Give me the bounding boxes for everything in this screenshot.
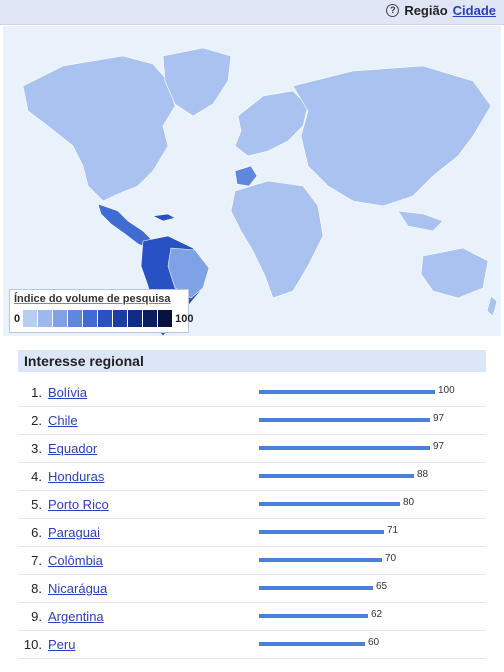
legend-swatch [68,310,83,327]
legend-swatch [23,310,38,327]
regional-interest-list: 1. Bolívia 100 2. Chile 97 3. Equador 97 4. Hondur… [18,379,486,659]
region-link[interactable]: Bolívia [48,385,88,400]
australia-shape[interactable] [420,247,489,299]
interest-value: 62 [371,609,383,620]
list-item: 9. Argentina 62 [18,603,486,631]
section-title: Interesse regional [18,350,486,372]
legend-min-label: 0 [14,312,21,325]
africa-shape[interactable] [230,180,324,299]
legend-swatch [83,310,98,327]
interest-value: 60 [368,637,380,648]
interest-value: 80 [403,497,415,508]
legend-scale: 0 100 [14,310,193,327]
list-item: 4. Honduras 88 [18,463,486,491]
greenland-shape[interactable] [162,47,232,117]
interest-value: 70 [385,553,397,564]
region-link[interactable]: Chile [48,413,78,428]
region-link[interactable]: Porto Rico [48,497,109,512]
rank-number: 5. [31,497,42,512]
interest-bar [259,502,400,506]
europe-shape[interactable] [234,90,309,157]
list-item: 2. Chile 97 [18,407,486,435]
list-item: 1. Bolívia 100 [18,379,486,407]
region-link[interactable]: Nicarágua [48,581,108,596]
rank-number: 3. [31,441,42,456]
city-link[interactable]: Cidade [452,3,496,18]
caribbean-shape[interactable] [151,213,176,222]
interest-value: 97 [433,441,445,452]
legend-swatch [158,310,173,327]
interest-value: 97 [433,413,445,424]
interest-bar [259,642,365,646]
interest-bar [259,474,414,478]
legend-swatch [143,310,158,327]
brazil-shape[interactable] [167,247,210,299]
north-america-shape[interactable] [22,55,176,202]
view-switcher: ? Região Cidade [386,3,496,18]
new-zealand-shape[interactable] [486,295,498,317]
interest-bar [259,558,382,562]
legend-max-label: 100 [175,312,194,325]
rank-number: 2. [31,413,42,428]
legend-swatch [113,310,128,327]
list-item: 8. Nicarágua 65 [18,575,486,603]
list-item: 10. Peru 60 [18,631,486,659]
asia-shape[interactable] [292,65,492,207]
interest-value: 88 [417,469,429,480]
list-item: 3. Equador 97 [18,435,486,463]
top-toolbar: ? Região Cidade [0,0,504,25]
region-link[interactable]: Honduras [48,469,105,484]
region-link[interactable]: Peru [48,637,76,652]
interest-bar [259,446,430,450]
iberia-shape[interactable] [234,165,258,187]
region-link[interactable]: Paraguai [48,525,101,540]
legend-swatch [38,310,53,327]
interest-value: 71 [387,525,399,536]
list-item: 6. Paraguai 71 [18,519,486,547]
rank-number: 6. [31,525,42,540]
rank-number: 10. [23,637,42,652]
interest-bar [259,418,430,422]
interest-bar [259,390,435,394]
region-link[interactable]: Colômbia [48,553,103,568]
legend-title: Índice do volume de pesquisa [14,293,171,305]
interest-value: 100 [438,385,455,396]
map-legend: Índice do volume de pesquisa 0 100 [9,289,193,333]
list-item: 7. Colômbia 70 [18,547,486,575]
world-map-svg [22,47,498,336]
rank-number: 9. [31,609,42,624]
southeast-asia-shape[interactable] [397,210,444,232]
legend-swatches [23,310,173,327]
legend-swatch [53,310,68,327]
rank-number: 1. [31,385,42,400]
rank-number: 7. [31,553,42,568]
interest-bar [259,586,373,590]
interest-bar [259,614,368,618]
rank-number: 4. [31,469,42,484]
interest-bar [259,530,384,534]
question-icon[interactable]: ? [386,4,400,17]
region-link[interactable]: Argentina [48,609,104,624]
legend-swatch [98,310,113,327]
legend-swatch [128,310,143,327]
region-label: Região [404,3,448,18]
list-item: 5. Porto Rico 80 [18,491,486,519]
region-link[interactable]: Equador [48,441,98,456]
world-map[interactable]: Índice do volume de pesquisa 0 100 [3,26,501,336]
rank-number: 8. [31,581,42,596]
interest-value: 65 [376,581,388,592]
